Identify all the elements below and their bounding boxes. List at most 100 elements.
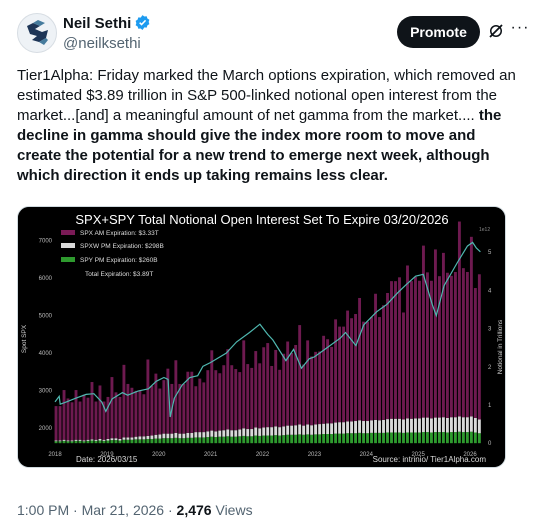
bar-spxw xyxy=(437,417,441,433)
bar-spy xyxy=(477,433,481,444)
bar-spxw xyxy=(138,436,142,440)
bar-spxw xyxy=(370,420,373,433)
bar-spx xyxy=(434,249,437,418)
grok-icon[interactable] xyxy=(487,22,505,40)
promote-button[interactable]: Promote xyxy=(397,16,480,48)
author-name[interactable]: Neil Sethi xyxy=(63,14,151,32)
avatar[interactable] xyxy=(17,13,57,53)
bar-spx xyxy=(218,373,222,431)
meta-separator-2: · xyxy=(167,502,173,518)
bar-spxw xyxy=(465,417,469,433)
bar-spx xyxy=(198,378,202,433)
bar-spxw xyxy=(294,425,298,435)
chart-footer-source: Source: intrinio/ Tier1Alpha.com xyxy=(373,455,487,464)
bar-spxw xyxy=(318,424,322,435)
tweet-date[interactable]: Mar 21, 2026 xyxy=(81,502,165,518)
meta-separator: · xyxy=(73,502,78,518)
bar-spy xyxy=(402,432,405,444)
bar-spy xyxy=(362,433,365,444)
bar-spxw xyxy=(290,425,294,435)
y-tick-label: 7000 xyxy=(39,239,53,245)
bar-spxw xyxy=(70,440,74,442)
y-tick-label: 6000 xyxy=(39,276,53,282)
bar-spy xyxy=(258,435,262,444)
bar-spxw xyxy=(306,424,310,435)
bar-spxw xyxy=(114,438,118,441)
bar-spy xyxy=(441,432,445,444)
bar-spxw xyxy=(146,435,150,439)
bar-series-group xyxy=(54,221,481,444)
bar-spx xyxy=(62,390,66,440)
bar-spy xyxy=(102,440,106,444)
bar-spx xyxy=(270,365,274,428)
bar-spxw xyxy=(434,417,437,433)
bar-spy xyxy=(326,434,330,444)
bar-spy xyxy=(314,434,318,444)
bar-spy xyxy=(398,432,401,444)
bar-spx xyxy=(286,341,290,426)
bar-spx xyxy=(370,317,373,421)
bar-spx xyxy=(90,382,94,440)
bar-spx xyxy=(350,318,354,422)
bar-spy xyxy=(457,431,461,444)
bar-spy xyxy=(382,432,385,444)
more-dots-icon[interactable]: ··· xyxy=(510,19,530,36)
tweet-time[interactable]: 1:00 PM xyxy=(17,502,70,518)
bar-spxw xyxy=(445,417,449,433)
bar-spxw xyxy=(258,428,262,436)
bar-spy xyxy=(449,432,453,444)
bar-spy xyxy=(146,438,150,444)
chart-image[interactable]: SPX+SPY Total Notional Open Interest Set… xyxy=(17,206,506,468)
bar-spxw xyxy=(194,432,198,438)
bar-spy xyxy=(461,432,465,444)
tweet-meta: 1:00 PM · Mar 21, 2026 · 2,476 Views xyxy=(17,502,253,518)
bar-spxw xyxy=(350,421,354,434)
bar-spy xyxy=(270,435,274,444)
bar-spxw xyxy=(90,439,94,441)
bar-spxw xyxy=(330,423,334,435)
bar-spxw xyxy=(414,418,417,433)
bar-spx xyxy=(437,276,441,418)
bar-spy xyxy=(114,440,118,444)
author-handle[interactable]: @neilksethi xyxy=(63,35,141,52)
bar-spxw xyxy=(118,438,122,441)
bar-spxw xyxy=(158,434,162,439)
bar-spxw xyxy=(354,421,358,434)
x-tick-label: 2024 xyxy=(360,452,374,458)
bar-spxw xyxy=(262,427,266,436)
bar-spxw xyxy=(449,417,453,433)
bar-spy xyxy=(226,436,230,444)
bar-spxw xyxy=(226,429,230,437)
y2-tick-label: 3 xyxy=(488,327,492,333)
bar-spxw xyxy=(174,432,178,438)
bar-spy xyxy=(346,433,350,444)
bar-spx xyxy=(250,367,254,430)
bar-spx xyxy=(330,346,334,424)
bar-spy xyxy=(410,432,413,444)
bar-spx xyxy=(426,272,429,418)
bar-spy xyxy=(473,432,477,444)
bar-spx xyxy=(358,297,361,421)
bar-spx xyxy=(210,350,214,431)
bar-spx xyxy=(326,339,330,424)
chart-title: SPX+SPY Total Notional Open Interest Set… xyxy=(75,212,448,227)
bar-spx xyxy=(162,380,166,434)
bar-spxw xyxy=(130,437,134,440)
bar-spy xyxy=(130,439,134,444)
bar-spx xyxy=(242,340,246,429)
bar-spxw xyxy=(186,432,190,438)
bar-spy xyxy=(406,432,409,444)
bar-spx xyxy=(154,373,158,435)
bar-spy xyxy=(78,440,82,444)
bar-spxw xyxy=(134,436,138,440)
bar-spxw xyxy=(122,437,126,440)
bar-spx xyxy=(134,390,138,437)
bar-spy xyxy=(170,438,174,444)
tweet-text-bold: the decline in gamma should give the ind… xyxy=(17,107,502,184)
bar-spy xyxy=(126,439,130,444)
bar-spxw xyxy=(406,418,409,433)
bar-spy xyxy=(310,434,314,444)
bar-spx xyxy=(194,386,198,433)
bar-spx xyxy=(226,349,230,430)
bar-spx xyxy=(262,347,266,428)
